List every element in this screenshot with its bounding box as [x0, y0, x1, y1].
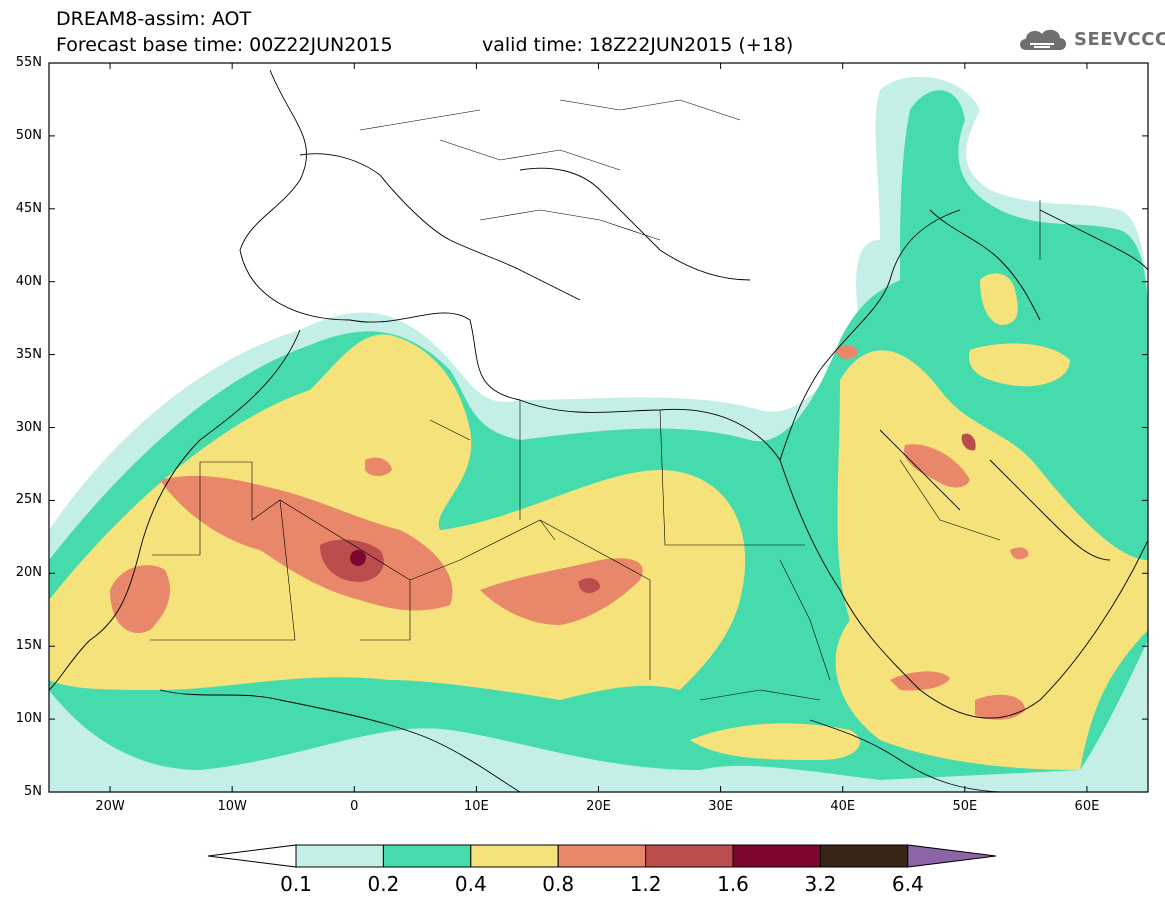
colorbar-segment — [732, 844, 821, 868]
lat-label: 35N — [15, 346, 42, 362]
colorbar-arrow-low — [207, 844, 297, 868]
colorbar-label: 0.2 — [367, 872, 400, 896]
lon-label: 10W — [217, 799, 247, 814]
lat-label: 5N — [24, 784, 42, 799]
lat-label: 55N — [15, 55, 42, 70]
lon-label: 20E — [586, 799, 611, 814]
lat-label: 10N — [15, 711, 42, 727]
colorbar-label: 3.2 — [804, 872, 837, 896]
country-borders — [150, 99, 1041, 701]
lon-label: 60E — [1074, 799, 1100, 814]
lon-label: 40E — [830, 799, 856, 814]
map-title: DREAM8-assim: AOT — [56, 8, 252, 30]
forecast-base-time: Forecast base time: 00Z22JUN2015 — [56, 34, 393, 56]
lat-label: 25N — [15, 492, 42, 508]
lat-label: 50N — [15, 127, 42, 143]
colorbar-segment — [645, 844, 734, 868]
valid-time: valid time: 18Z22JUN2015 (+18) — [482, 34, 794, 56]
seevccc-logo: SEEVCCC — [1016, 24, 1165, 54]
colorbar-segment — [557, 844, 647, 868]
colorbar-label: 0.8 — [542, 872, 575, 896]
colorbar-label: 6.4 — [891, 872, 924, 896]
colorbar — [207, 844, 997, 868]
lat-label: 30N — [15, 419, 42, 435]
lat-label: 45N — [15, 200, 42, 216]
lon-label: 20W — [95, 799, 125, 814]
lat-label: 15N — [15, 638, 42, 654]
lon-label: 50E — [952, 799, 978, 814]
lon-label: 10E — [463, 799, 489, 814]
coastlines — [49, 69, 1148, 792]
lon-label: 0 — [350, 799, 359, 814]
axis-ticks — [49, 62, 1148, 793]
colorbar-segment — [470, 844, 559, 868]
colorbar-label: 1.2 — [629, 872, 662, 896]
colorbar-segment — [382, 844, 472, 868]
colorbar-segment — [295, 844, 384, 868]
cloud-icon — [1020, 29, 1066, 50]
lat-label: 40N — [15, 273, 42, 289]
colorbar-segment — [819, 844, 909, 868]
colorbar-label: 0.4 — [454, 872, 487, 896]
logo-text: SEEVCCC — [1074, 28, 1165, 50]
aot-field — [49, 76, 1148, 792]
colorbar-label: 1.6 — [717, 872, 749, 896]
lon-label: 30E — [708, 799, 733, 814]
colorbar-label: 0.1 — [280, 872, 312, 896]
lat-label: 20N — [15, 565, 42, 581]
colorbar-arrow-high — [907, 844, 997, 868]
